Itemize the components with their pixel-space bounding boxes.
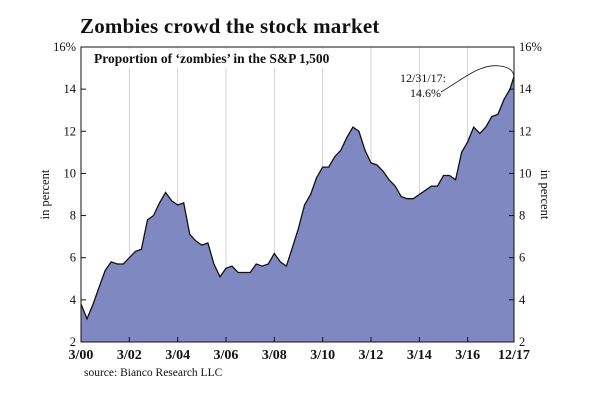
- x-tick-label-2: 3/04: [165, 348, 190, 363]
- x-tick-label-4: 3/08: [262, 348, 287, 363]
- annotation-leader-line: [440, 65, 515, 93]
- x-tick-label-8: 3/16: [455, 348, 480, 363]
- chart-title: Zombies crowd the stock market: [80, 14, 380, 38]
- y-axis-label-right: in percent: [538, 170, 552, 220]
- x-tick-label-5: 3/10: [310, 348, 335, 363]
- y-tick-label-right-6: 14: [519, 82, 532, 96]
- y-tick-label-left-4: 10: [64, 166, 77, 180]
- y-axis-left: 2 4 6 8 10 12 14 16%: [53, 40, 86, 349]
- y-tick-label-left-6: 14: [64, 82, 77, 96]
- x-tick-label-6: 3/12: [359, 348, 384, 363]
- y-tick-label-right-2: 6: [519, 251, 525, 265]
- subtitle-background: [88, 49, 352, 68]
- y-tick-label-right-0: 2: [519, 335, 525, 349]
- chart-subtitle: Proportion of ‘zombies’ in the S&P 1,500: [94, 51, 330, 66]
- y-tick-label-right-3: 8: [519, 209, 525, 223]
- y-tick-label-right-1: 4: [519, 293, 526, 307]
- zombie-share-area: [81, 76, 514, 342]
- source-note: source: Bianco Research LLC: [84, 367, 223, 379]
- y-tick-label-left-3: 8: [70, 209, 76, 223]
- plot-frame: [80, 46, 515, 343]
- y-tick-label-right-7: 16%: [519, 40, 542, 54]
- y-tick-label-left-0: 2: [70, 335, 76, 349]
- x-axis: 3/00 3/02 3/04 3/06 3/08 3/10 3/12 3/14 3/16 12/1…: [69, 337, 530, 363]
- y-axis-label-left: in percent: [38, 169, 52, 219]
- zombie-share-line: [80, 76, 515, 321]
- annotation-date: 12/31/17:: [400, 71, 446, 85]
- y-tick-label-right-5: 12: [519, 124, 532, 138]
- y-tick-label-left-1: 4: [70, 293, 77, 307]
- x-tick-label-1: 3/02: [117, 348, 142, 363]
- annotation-value: 14.6%: [410, 86, 441, 100]
- y-tick-label-left-7: 16%: [53, 40, 76, 54]
- y-tick-label-left-5: 12: [64, 124, 77, 138]
- y-tick-label-right-4: 10: [519, 166, 532, 180]
- x-tick-label-0: 3/00: [69, 348, 94, 363]
- y-tick-label-left-2: 6: [70, 251, 76, 265]
- y-axis-right: 2 4 6 8 10 12 14 16%: [509, 40, 542, 349]
- x-tick-label-7: 3/14: [407, 348, 432, 363]
- x-tick-label-3: 3/06: [214, 348, 239, 363]
- x-tick-label-9: 12/17: [498, 348, 530, 363]
